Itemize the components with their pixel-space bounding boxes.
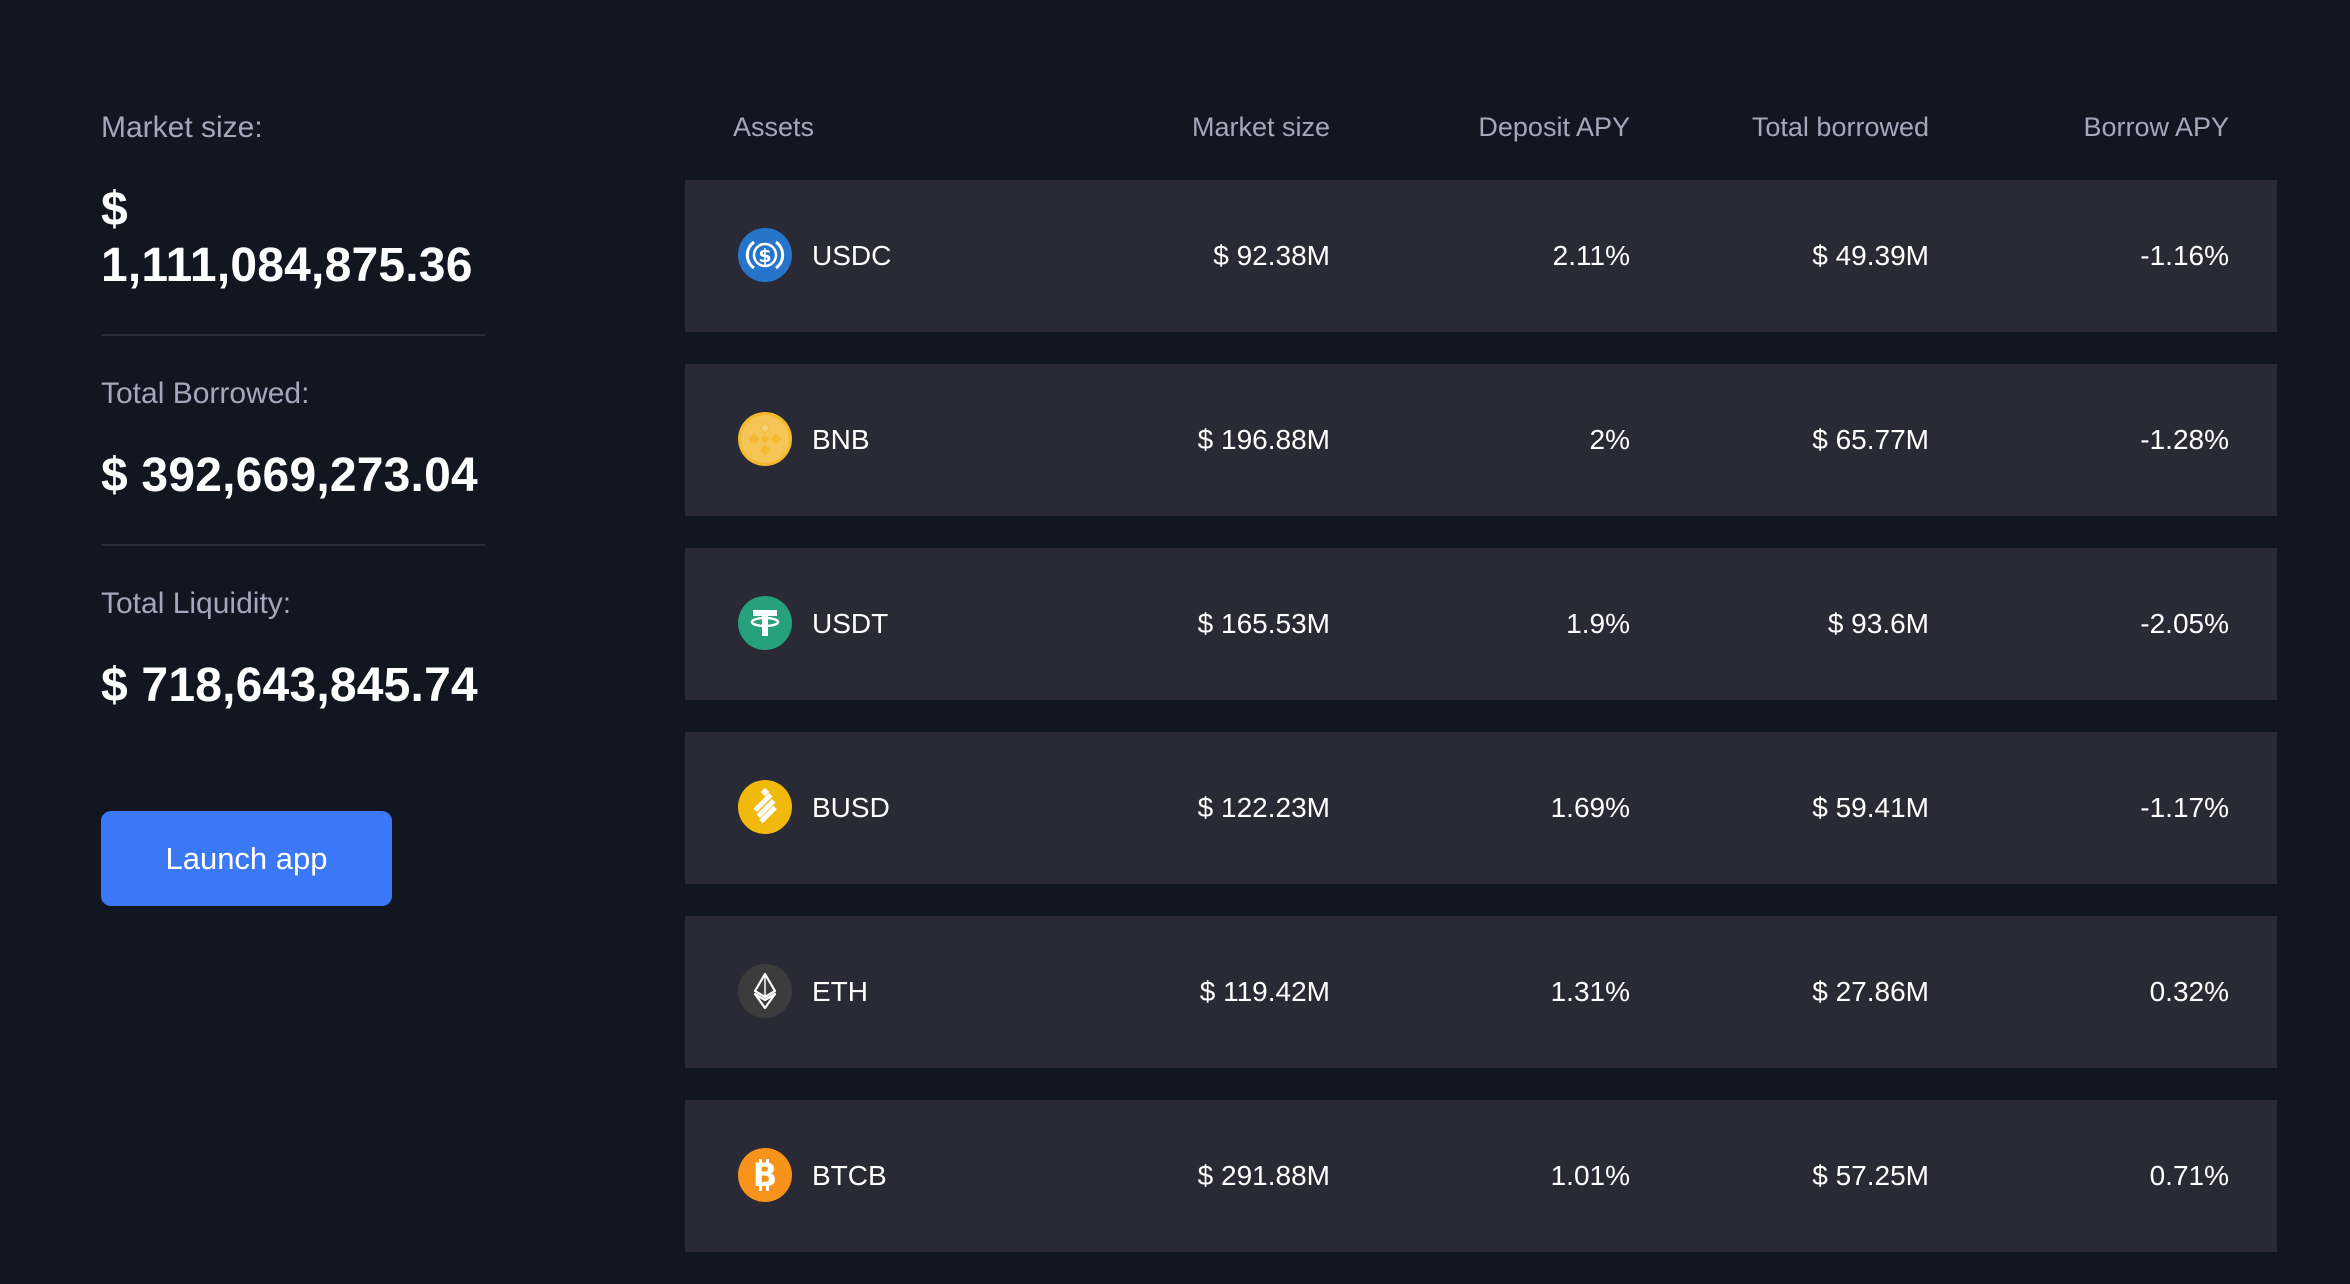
total-borrowed-stat: Total Borrowed: $ 392,669,273.04	[101, 374, 485, 546]
launch-app-button[interactable]: Launch app	[101, 811, 392, 906]
table-header: Assets Market size Deposit APY Total bor…	[685, 106, 2277, 148]
borrow-apy-cell: 0.32%	[2149, 976, 2229, 1007]
total-borrowed-cell: $ 27.86M	[1812, 976, 1929, 1007]
svg-text:B: B	[753, 1156, 777, 1194]
asset-name: BNB	[812, 424, 870, 455]
table-row[interactable]: B BTCB $ 291.88M 1.01% $ 57.25M 0.71%	[685, 1100, 2277, 1252]
total-liquidity-value: $ 718,643,845.74	[101, 659, 478, 712]
asset-name: USDT	[812, 608, 889, 639]
deposit-apy-cell: 1.9%	[1566, 608, 1630, 639]
usdt-icon	[738, 596, 792, 650]
borrow-apy-cell: -1.17%	[2140, 792, 2229, 823]
market-size-cell: $ 119.42M	[1199, 976, 1330, 1007]
borrow-apy-cell: -1.16%	[2140, 240, 2229, 271]
usdc-icon: $	[738, 228, 792, 282]
market-size-cell: $ 92.38M	[1213, 240, 1330, 271]
eth-icon	[738, 964, 792, 1018]
total-liquidity-stat: Total Liquidity: $ 718,643,845.74	[101, 584, 485, 754]
market-stats-panel: Market size: $ 1,111,084,875.36 Total Bo…	[101, 108, 485, 792]
asset-name: BTCB	[812, 1160, 887, 1191]
market-size-stat: Market size: $ 1,111,084,875.36	[101, 108, 485, 336]
btcb-icon: B	[738, 1148, 792, 1202]
deposit-apy-cell: 1.31%	[1550, 976, 1630, 1007]
asset-name: USDC	[812, 240, 892, 271]
table-row[interactable]: ETH $ 119.42M 1.31% $ 27.86M 0.32%	[685, 916, 2277, 1068]
borrow-apy-cell: -2.05%	[2140, 608, 2229, 639]
deposit-apy-cell: 2%	[1589, 424, 1630, 455]
asset-name: BUSD	[812, 792, 890, 823]
table-row[interactable]: USDT $ 165.53M 1.9% $ 93.6M -2.05%	[685, 548, 2277, 700]
bnb-icon	[738, 412, 792, 466]
total-borrowed-cell: $ 65.77M	[1812, 424, 1929, 455]
total-borrowed-value: $ 392,669,273.04	[101, 449, 478, 502]
table-row[interactable]: $ USDC $ 92.38M 2.11% $ 49.39M -1.16%	[685, 180, 2277, 332]
total-borrowed-cell: $ 49.39M	[1812, 240, 1929, 271]
total-borrowed-label: Total Borrowed:	[101, 377, 310, 410]
borrow-apy-cell: 0.71%	[2149, 1160, 2229, 1191]
deposit-apy-cell: 2.11%	[1552, 240, 1630, 271]
svg-text:$: $	[758, 245, 771, 267]
header-total-borrowed[interactable]: Total borrowed	[1751, 112, 1929, 142]
total-liquidity-label: Total Liquidity:	[101, 587, 292, 620]
market-size-cell: $ 122.23M	[1197, 792, 1330, 823]
table-row[interactable]: BNB $ 196.88M 2% $ 65.77M -1.28%	[685, 364, 2277, 516]
table-row[interactable]: BUSD $ 122.23M 1.69% $ 59.41M -1.17%	[685, 732, 2277, 884]
market-size-value: $ 1,111,084,875.36	[101, 183, 473, 292]
market-size-cell: $ 291.88M	[1197, 1160, 1330, 1191]
total-borrowed-cell: $ 57.25M	[1812, 1160, 1929, 1191]
total-borrowed-cell: $ 59.41M	[1812, 792, 1929, 823]
header-market-size[interactable]: Market size	[1191, 112, 1330, 142]
busd-icon	[738, 780, 792, 834]
header-borrow-apy[interactable]: Borrow APY	[2083, 112, 2229, 142]
deposit-apy-cell: 1.01%	[1550, 1160, 1630, 1191]
deposit-apy-cell: 1.69%	[1550, 792, 1630, 823]
table-body: $ USDC $ 92.38M 2.11% $ 49.39M -1.16%	[685, 180, 2277, 1284]
market-size-cell: $ 165.53M	[1197, 608, 1330, 639]
borrow-apy-cell: -1.28%	[2140, 424, 2229, 455]
markets-table: Assets Market size Deposit APY Total bor…	[685, 106, 2277, 1252]
header-deposit-apy[interactable]: Deposit APY	[1478, 112, 1630, 142]
header-assets[interactable]: Assets	[733, 112, 815, 142]
market-size-cell: $ 196.88M	[1197, 424, 1330, 455]
total-borrowed-cell: $ 93.6M	[1827, 608, 1929, 639]
market-size-label: Market size:	[101, 111, 263, 144]
asset-name: ETH	[812, 976, 868, 1007]
